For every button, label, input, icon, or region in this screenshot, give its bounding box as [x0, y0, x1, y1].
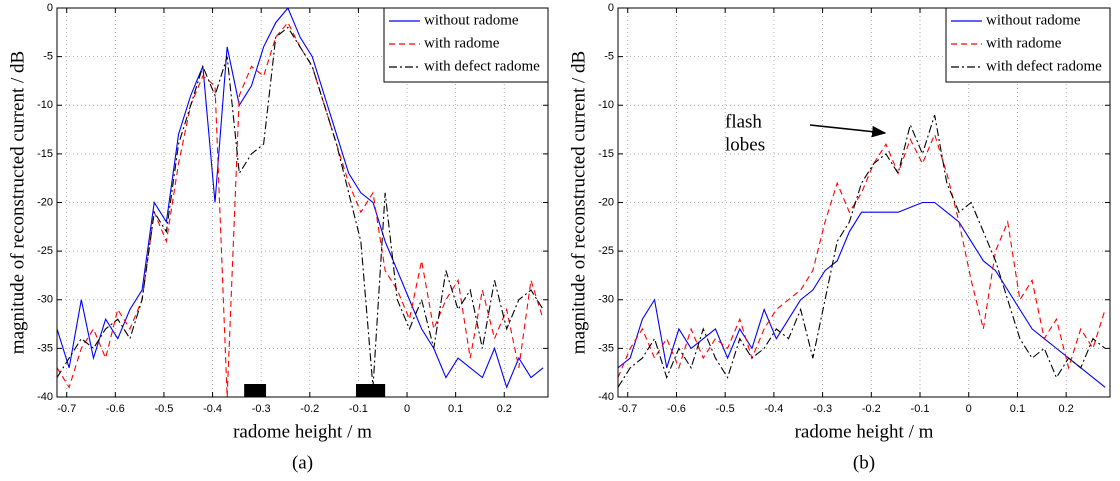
x-tick-label: -0.7: [57, 403, 76, 415]
legend: without radome with radome with defect rad…: [383, 7, 549, 83]
x-tick-label: 0: [404, 403, 410, 415]
x-tick-label: 0.2: [1059, 403, 1074, 415]
legend-label: without radome: [986, 12, 1081, 28]
y-tick-label: -5: [604, 51, 614, 63]
x-tick-label: 0.1: [448, 403, 463, 415]
defect-region: [355, 384, 386, 397]
legend-box: [383, 7, 549, 83]
y-tick-label: -30: [37, 294, 53, 306]
x-tick-label: 0.2: [497, 403, 512, 415]
y-tick-label: -10: [37, 99, 53, 111]
series-line: [618, 114, 1106, 388]
y-axis-label: magnitude of reconstructed current / dB: [568, 51, 589, 354]
plot-frame: [56, 7, 549, 398]
y-tick-label: -15: [37, 148, 53, 160]
x-tick-label: -0.1: [911, 403, 930, 415]
x-tick-label: -0.6: [106, 403, 125, 415]
x-tick-label: 0.1: [1010, 403, 1025, 415]
y-tick-label: 0: [47, 2, 53, 14]
annotation-arrow: [809, 124, 887, 138]
x-tick-label: -0.2: [300, 403, 319, 415]
x-tick-label: -0.3: [252, 403, 271, 415]
y-tick-label: -5: [43, 51, 53, 63]
legend-label: with radome: [986, 35, 1062, 51]
y-tick-label: -25: [598, 245, 614, 257]
x-tick-label: -0.5: [154, 403, 173, 415]
caption: (b): [853, 452, 875, 473]
x-tick-label: -0.4: [203, 403, 222, 415]
x-tick-label: -0.4: [764, 403, 783, 415]
x-axis-label: radome height / m: [795, 421, 934, 442]
y-tick-label: -15: [598, 148, 614, 160]
series-line: [618, 132, 1106, 378]
defect-region: [244, 384, 267, 397]
annotation: lobes: [725, 134, 765, 155]
y-tick-label: -25: [37, 245, 53, 257]
y-tick-label: -10: [598, 99, 614, 111]
y-tick-label: 0: [608, 2, 614, 14]
x-tick-label: -0.3: [813, 403, 832, 415]
plot-area: -0.7 -0.6 -0.5 -0.4 -0.3 -0.2 -0.1 0 0.1 0.2 -40 -3…: [7, 2, 549, 473]
x-tick-label: 0: [966, 403, 972, 415]
y-tick-label: -20: [37, 196, 53, 208]
series-group: [57, 8, 544, 397]
x-tick-label: -0.5: [716, 403, 735, 415]
series-group: [618, 114, 1106, 388]
series-line: [57, 8, 544, 389]
caption: (a): [292, 452, 313, 473]
plot-area: -0.7 -0.6 -0.5 -0.4 -0.3 -0.2 -0.1 0 0.1 0.2 -40 -3…: [568, 2, 1111, 473]
legend: without radome with radome with defect rad…: [945, 7, 1111, 83]
annotation: flash: [725, 111, 762, 132]
y-tick-label: -35: [598, 342, 614, 354]
x-tick-label: -0.1: [349, 403, 368, 415]
y-tick-label: -40: [37, 391, 53, 403]
legend-label: with defect radome: [986, 58, 1102, 74]
y-tick-label: -30: [598, 294, 614, 306]
y-axis-label: magnitude of reconstructed current / dB: [7, 51, 28, 354]
y-tick-label: -35: [37, 342, 53, 354]
x-tick-label: -0.7: [618, 403, 637, 415]
legend-box: [945, 7, 1111, 83]
x-tick-label: -0.6: [667, 403, 686, 415]
y-tick-label: -20: [598, 196, 614, 208]
plot-frame: [617, 7, 1111, 398]
series-line: [57, 26, 544, 388]
y-tick-label: -40: [598, 391, 614, 403]
legend-label: with radome: [424, 35, 500, 51]
x-tick-label: -0.2: [862, 403, 881, 415]
legend-label: with defect radome: [424, 58, 540, 74]
legend-label: without radome: [424, 12, 519, 28]
x-axis-label: radome height / m: [233, 421, 372, 442]
